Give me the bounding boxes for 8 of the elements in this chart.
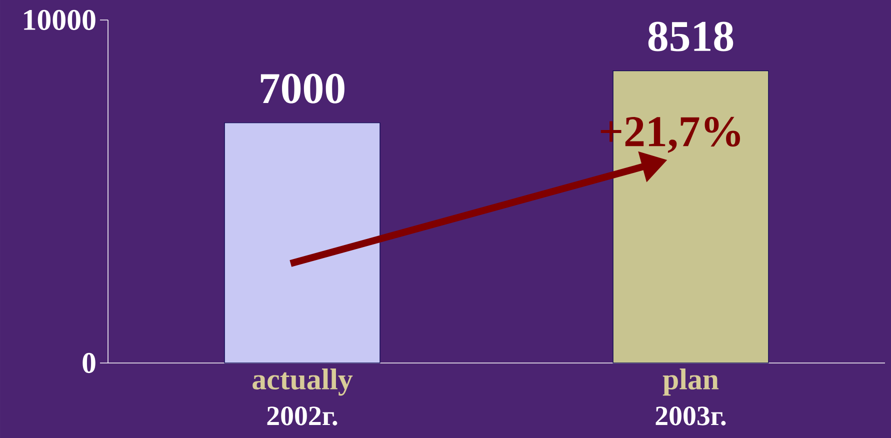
y-tick-label: 0 <box>82 352 96 374</box>
data-label: 8518 <box>648 22 734 52</box>
text: 2003г. <box>656 406 726 426</box>
y-tick-label: 10000 <box>24 10 96 30</box>
x-tick-label: actually <box>252 368 353 396</box>
x-tick-label: plan <box>662 368 719 396</box>
data-label: 7000 <box>260 74 344 104</box>
text: 2002г. <box>267 406 338 426</box>
